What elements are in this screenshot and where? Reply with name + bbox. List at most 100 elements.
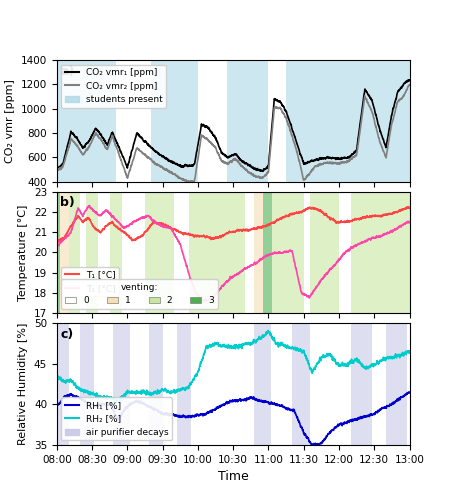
T₁ [°C] (406, 204, 411, 210)
CO₂ vmr₁ [ppm] (268, 134, 273, 140)
CO₂ vmr₁ [ppm] (124, 164, 130, 170)
CO₂ vmr₁ [ppm] (407, 77, 412, 83)
Bar (272, 192, 304, 314)
RH₂ [%] (407, 348, 412, 354)
Line: RH₂ [%]: RH₂ [%] (57, 330, 410, 402)
RH₂ [%] (54, 372, 60, 378)
Line: T₂ [°C]: T₂ [°C] (57, 206, 410, 302)
Bar (386, 323, 407, 445)
RH₁ [%] (223, 400, 229, 406)
Bar (57, 323, 69, 445)
Bar (177, 323, 191, 445)
CO₂ vmr₂ [ppm] (268, 142, 273, 148)
RH₂ [%] (224, 342, 229, 348)
T₁ [°C] (195, 232, 200, 238)
Bar (57, 192, 61, 314)
CO₂ vmr₁ [ppm] (260, 168, 266, 174)
T₂ [°C] (268, 250, 274, 256)
T₂ [°C] (202, 299, 207, 305)
Text: b): b) (61, 196, 75, 209)
T₁ [°C] (224, 230, 229, 236)
RH₂ [%] (195, 370, 200, 376)
RH₁ [%] (194, 412, 200, 418)
Bar (57, 60, 116, 182)
RH₁ [%] (124, 404, 130, 410)
Bar (254, 192, 263, 314)
CO₂ vmr₂ [ppm] (54, 168, 60, 174)
T₁ [°C] (268, 220, 273, 226)
RH₁ [%] (171, 412, 177, 418)
CO₂ vmr₂ [ppm] (391, 114, 396, 120)
Line: CO₂ vmr₂ [ppm]: CO₂ vmr₂ [ppm] (57, 85, 410, 182)
Bar (148, 323, 163, 445)
CO₂ vmr₂ [ppm] (124, 174, 130, 180)
T₁ [°C] (407, 205, 412, 211)
Y-axis label: CO₂ vmr [ppm]: CO₂ vmr [ppm] (5, 79, 15, 163)
RH₁ [%] (54, 404, 60, 409)
T₂ [°C] (54, 244, 60, 250)
Bar (81, 323, 95, 445)
CO₂ vmr₂ [ppm] (224, 160, 229, 166)
CO₂ vmr₂ [ppm] (407, 82, 412, 88)
Y-axis label: Relative Humidity [%]: Relative Humidity [%] (18, 323, 28, 446)
T₁ [°C] (391, 209, 396, 215)
T₂ [°C] (391, 228, 396, 234)
RH₂ [%] (391, 356, 396, 362)
Bar (86, 192, 98, 314)
RH₁ [%] (309, 442, 315, 448)
Bar (245, 192, 254, 314)
Bar (98, 192, 110, 314)
Legend: 0, 1, 2, 3: 0, 1, 2, 3 (61, 279, 218, 309)
Bar (263, 192, 272, 314)
T₁ [°C] (171, 226, 177, 232)
X-axis label: Time: Time (218, 470, 248, 484)
Bar (292, 323, 309, 445)
CO₂ vmr₁ [ppm] (194, 146, 200, 152)
CO₂ vmr₂ [ppm] (191, 180, 196, 186)
Legend: CO₂ vmr₁ [ppm], CO₂ vmr₂ [ppm], students present: CO₂ vmr₁ [ppm], CO₂ vmr₂ [ppm], students… (61, 64, 166, 108)
CO₂ vmr₂ [ppm] (195, 159, 200, 165)
RH₁ [%] (391, 399, 396, 405)
CO₂ vmr₁ [ppm] (406, 77, 411, 83)
Bar (351, 192, 410, 314)
RH₁ [%] (268, 400, 273, 406)
RH₂ [%] (125, 388, 130, 394)
T₁ [°C] (125, 232, 130, 238)
Bar (304, 192, 309, 314)
Bar (351, 323, 372, 445)
Bar (69, 192, 81, 314)
Bar (254, 323, 271, 445)
RH₂ [%] (171, 387, 177, 393)
T₂ [°C] (171, 230, 177, 236)
Text: c): c) (61, 328, 74, 341)
CO₂ vmr₁ [ppm] (391, 105, 396, 111)
Bar (61, 192, 69, 314)
Bar (309, 192, 339, 314)
Bar (339, 192, 351, 314)
T₂ [°C] (224, 278, 229, 284)
T₁ [°C] (54, 239, 60, 245)
Bar (110, 192, 121, 314)
RH₂ [%] (268, 332, 274, 338)
CO₂ vmr₁ [ppm] (171, 160, 177, 166)
Bar (286, 60, 410, 182)
T₂ [°C] (195, 291, 200, 297)
RH₁ [%] (407, 389, 412, 395)
Line: RH₁ [%]: RH₁ [%] (57, 392, 410, 446)
RH₂ [%] (113, 399, 119, 405)
Bar (151, 60, 198, 182)
Bar (188, 192, 245, 314)
T₂ [°C] (125, 223, 130, 229)
Text: a): a) (61, 64, 75, 78)
T₂ [°C] (87, 202, 92, 208)
CO₂ vmr₁ [ppm] (223, 154, 229, 160)
Bar (81, 192, 86, 314)
Legend: RH₁ [%], RH₂ [%], air purifier decays: RH₁ [%], RH₂ [%], air purifier decays (61, 397, 172, 440)
T₂ [°C] (407, 220, 412, 226)
CO₂ vmr₂ [ppm] (171, 171, 177, 177)
CO₂ vmr₁ [ppm] (54, 166, 60, 172)
Line: T₁ [°C]: T₁ [°C] (57, 206, 410, 242)
T₁ [°C] (55, 240, 61, 246)
Line: CO₂ vmr₁ [ppm]: CO₂ vmr₁ [ppm] (57, 80, 410, 171)
Y-axis label: Temperature [°C]: Temperature [°C] (18, 204, 28, 300)
